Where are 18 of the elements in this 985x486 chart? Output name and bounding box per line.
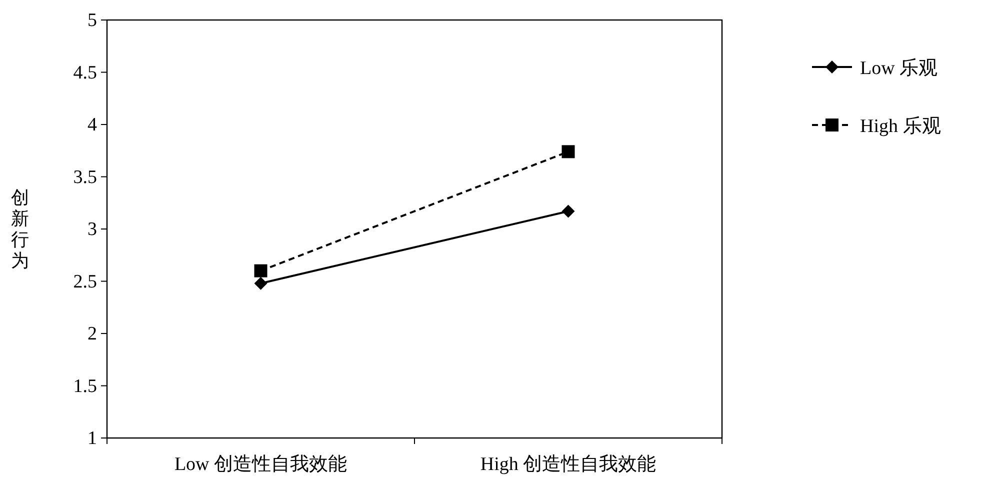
y-tick-label: 4.5 (73, 62, 97, 84)
y-tick-label: 5 (88, 10, 97, 31)
legend-label: Low 乐观 (860, 58, 938, 79)
point (254, 264, 268, 278)
y-tick-label: 1.5 (73, 376, 97, 397)
x-tick-label: High 创造性自我效能 (480, 454, 656, 475)
point (562, 145, 575, 158)
y-tick-label: 3 (88, 219, 97, 240)
legend-label: High 乐观 (860, 116, 941, 137)
x-tick-label: Low 创造性自我效能 (174, 454, 348, 475)
point (562, 204, 575, 218)
y-tick-label: 3.5 (73, 166, 97, 188)
y-tick-label: 1 (88, 428, 97, 449)
y-tick-label: 4 (88, 114, 98, 136)
y-axis-title: 创新行为 (11, 188, 29, 270)
point (254, 276, 268, 290)
y-tick-label: 2 (88, 324, 97, 344)
y-tick-label: 2.5 (73, 271, 97, 292)
